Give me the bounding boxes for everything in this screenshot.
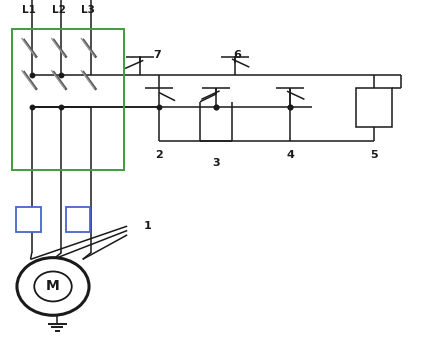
Circle shape (34, 272, 72, 301)
Bar (356, 88, 392, 127)
Text: 4: 4 (287, 149, 294, 160)
Circle shape (17, 258, 89, 315)
Text: 2: 2 (155, 149, 163, 160)
Text: M: M (46, 279, 60, 294)
Text: 7: 7 (153, 49, 161, 60)
Bar (16, 207, 41, 232)
Bar (66, 207, 90, 232)
Text: 5: 5 (371, 149, 378, 160)
Bar (12, 29, 124, 170)
Text: 6: 6 (234, 49, 241, 60)
Text: 1: 1 (144, 221, 152, 231)
Text: L1: L1 (22, 5, 36, 15)
Text: L2: L2 (52, 5, 65, 15)
Text: L3: L3 (81, 5, 95, 15)
Text: 3: 3 (212, 158, 220, 168)
